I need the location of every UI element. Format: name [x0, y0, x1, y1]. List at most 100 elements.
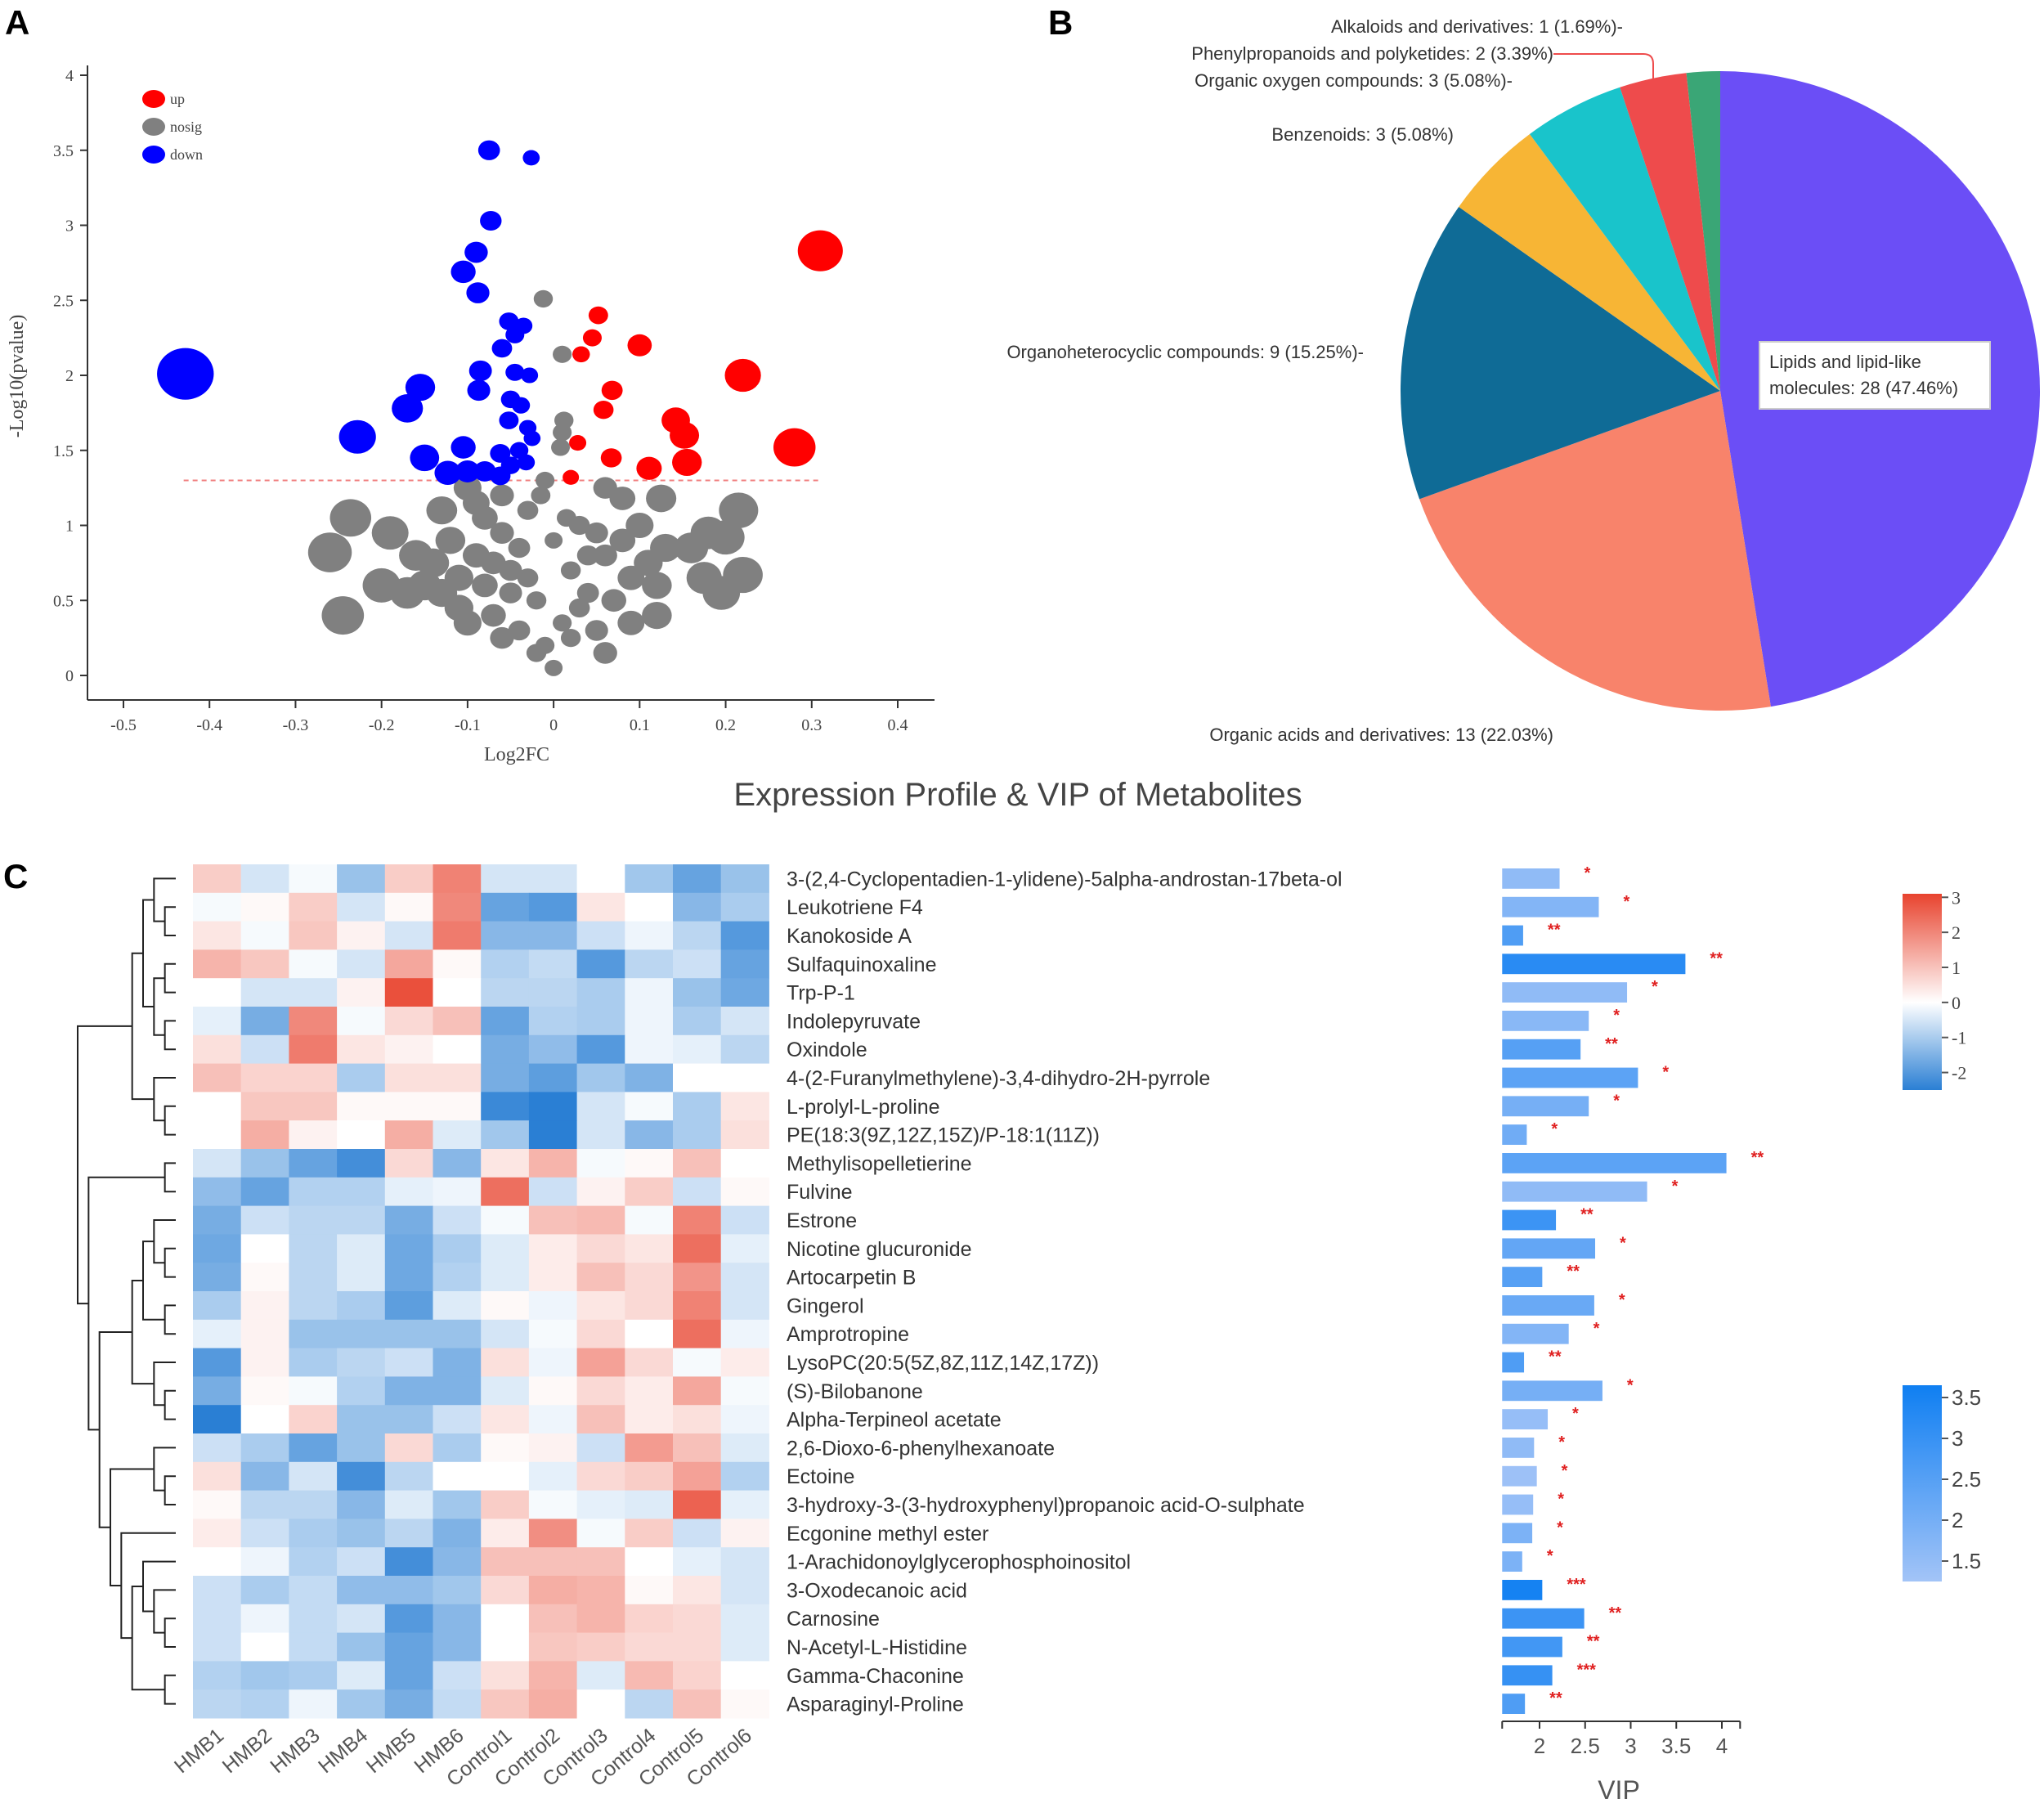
vip-bar [1502, 1465, 1537, 1487]
heatmap-cell [337, 1604, 386, 1634]
heatmap-cell [576, 892, 625, 922]
heatmap-cell [720, 949, 769, 979]
heatmap-cell [240, 1205, 289, 1235]
colorbar-tick-label: 3 [1952, 1426, 1963, 1451]
data-point-nosig [490, 626, 514, 649]
heatmap-cell [193, 1348, 242, 1377]
heatmap-cell [528, 1263, 578, 1292]
dendrogram-branch [110, 1468, 155, 1586]
row-label: Artocarpetin B [787, 1267, 916, 1290]
heatmap-cell [481, 1632, 530, 1662]
heatmap-cell [433, 1319, 482, 1349]
heatmap-cell [384, 864, 433, 894]
pie-slice [1620, 73, 1720, 391]
heatmap-cell [528, 1604, 578, 1634]
y-tick-label: 2 [65, 367, 74, 385]
heatmap-cell [337, 1490, 386, 1519]
heatmap-cell [481, 1348, 530, 1377]
heatmap-cell [384, 1405, 433, 1434]
heatmap-cell [193, 1604, 242, 1634]
heatmap-cell [673, 1661, 722, 1690]
heatmap-cell [528, 1149, 578, 1178]
heatmap-cell [481, 1461, 530, 1492]
heatmap-cell [625, 864, 674, 894]
heatmap-cell [240, 1149, 289, 1178]
heatmap-cell [289, 1319, 338, 1349]
data-point-down [505, 325, 525, 343]
heatmap-cell [193, 1689, 242, 1719]
data-point-down [410, 444, 440, 472]
data-point-nosig [435, 527, 466, 554]
heatmap-cell [337, 1461, 386, 1492]
data-point-up [588, 306, 608, 325]
heatmap-cell [720, 1490, 769, 1519]
data-point-down [480, 210, 502, 231]
y-tick-label: 3.5 [53, 142, 74, 160]
heatmap-cell [720, 1661, 769, 1690]
data-point-up [582, 329, 602, 347]
heatmap-cell [625, 892, 674, 922]
heatmap-cell [433, 1120, 482, 1150]
row-label: N-Acetyl-L-Histidine [787, 1636, 967, 1659]
heatmap-cell [720, 1547, 769, 1577]
row-label: Oxindole [787, 1039, 867, 1061]
heatmap-cell [481, 1519, 530, 1548]
heatmap-cell [528, 1234, 578, 1263]
heatmap-cell [289, 1433, 338, 1463]
data-point-nosig [526, 591, 547, 610]
column-label: HMB2 [218, 1724, 276, 1778]
heatmap-cell [240, 1519, 289, 1548]
heatmap-cell [337, 978, 386, 1007]
heatmap-cell [528, 978, 578, 1007]
data-point-nosig [642, 602, 672, 630]
heatmap-cell [625, 1461, 674, 1492]
column-label: HMB3 [266, 1724, 324, 1778]
data-point-nosig [499, 582, 522, 603]
heatmap-cell [240, 1120, 289, 1150]
row-label: Asparaginyl-Proline [787, 1694, 964, 1716]
heatmap-cell [528, 1092, 578, 1121]
heatmap-cell [720, 978, 769, 1007]
leader-line [1553, 53, 1654, 82]
data-point-nosig [399, 540, 433, 571]
heatmap-cell [720, 1319, 769, 1349]
heatmap-cell [720, 1689, 769, 1719]
heatmap-cell [720, 1149, 769, 1178]
significance-stars: * [1572, 1405, 1579, 1423]
heatmap-cell [433, 1433, 482, 1463]
vip-bar [1502, 1153, 1727, 1173]
heatmap-cell [528, 1177, 578, 1207]
heatmap-cell [720, 892, 769, 922]
data-point-up [724, 358, 761, 393]
vip-bar [1502, 953, 1686, 975]
heatmap-cell [289, 1034, 338, 1065]
significance-stars: ** [1549, 1689, 1562, 1707]
data-point-up [572, 346, 590, 363]
heatmap-cell [625, 1291, 674, 1321]
vip-bar [1502, 1295, 1594, 1316]
significance-stars: * [1652, 978, 1658, 996]
heatmap-cell [433, 949, 482, 979]
volcano-x-label: Log2FC [484, 744, 549, 765]
heatmap-cell [528, 892, 578, 922]
heatmap-cell [384, 1376, 433, 1406]
heatmap-cell [528, 1433, 578, 1463]
heatmap-cell [673, 1433, 722, 1463]
heatmap-cell [576, 1405, 625, 1434]
data-point-down [392, 394, 424, 423]
x-tick-label: 0.2 [715, 716, 736, 734]
dendrogram-branch [142, 1560, 176, 1613]
row-label: Nicotine glucuronide [787, 1238, 972, 1261]
heatmap-cell [720, 1234, 769, 1263]
data-point-down [468, 360, 492, 382]
data-point-up [569, 435, 587, 451]
x-tick-label: 3 [1625, 1734, 1636, 1758]
data-point-nosig [556, 509, 576, 527]
heatmap-cell [673, 1405, 722, 1434]
heatmap-cell [240, 1490, 289, 1519]
data-point-down [499, 411, 519, 429]
heatmap-cell [384, 1034, 433, 1065]
heatmap-cell [433, 1177, 482, 1207]
heatmap-cell [625, 1689, 674, 1719]
heatmap-cell [240, 1092, 289, 1121]
